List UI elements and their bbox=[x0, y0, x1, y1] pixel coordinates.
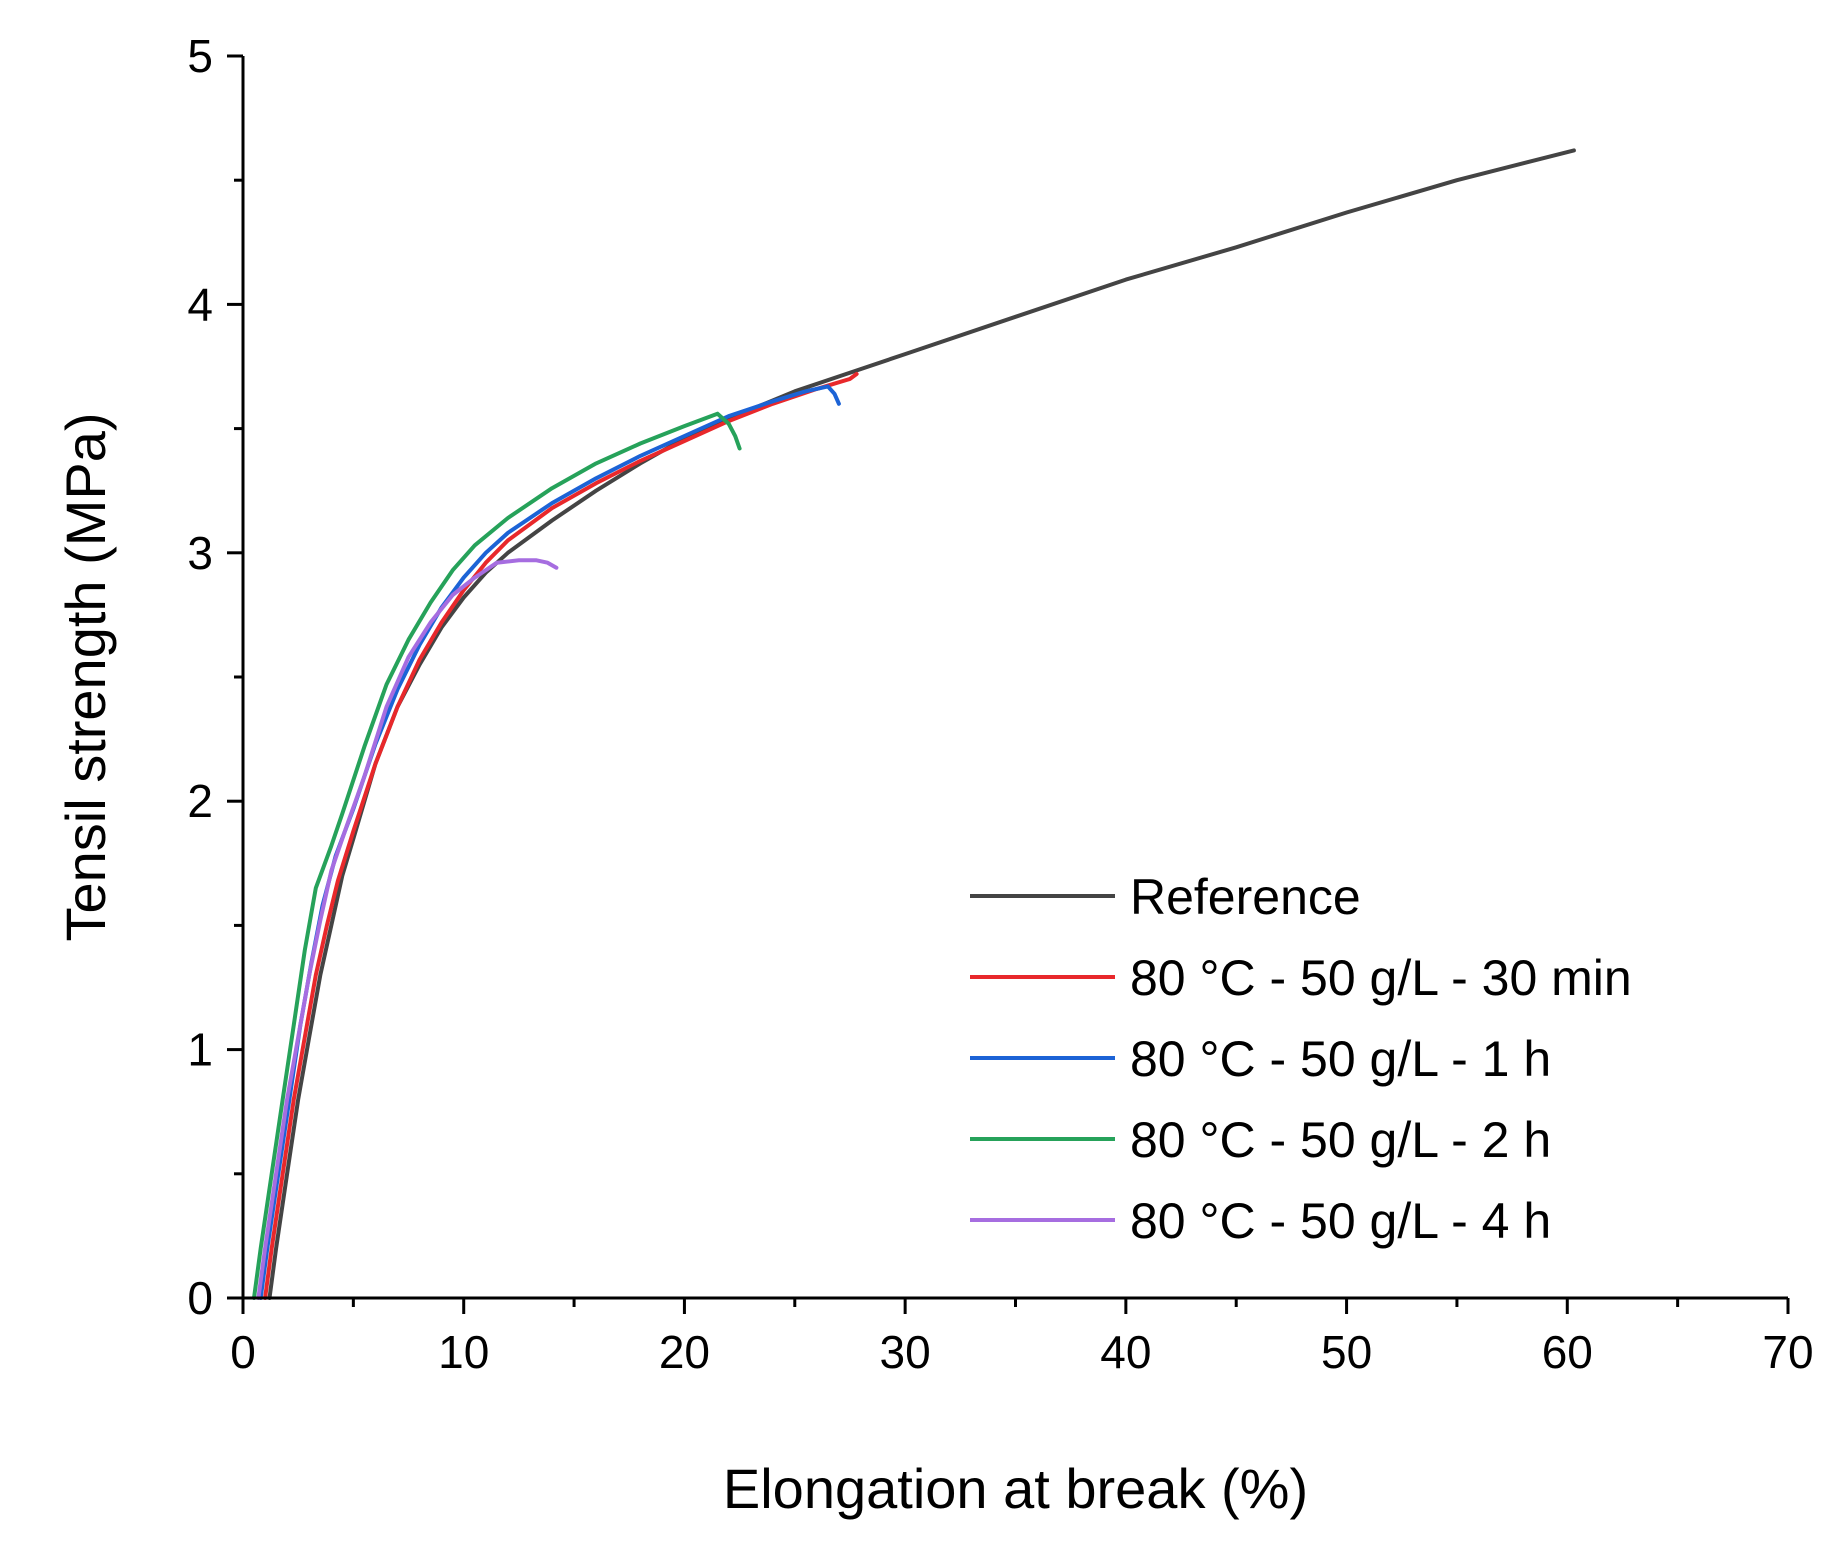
x-tick-label: 0 bbox=[230, 1326, 256, 1378]
x-tick-label: 10 bbox=[438, 1326, 489, 1378]
legend-label: 80 °C - 50 g/L - 30 min bbox=[1130, 950, 1632, 1006]
legend-label: Reference bbox=[1130, 869, 1361, 925]
x-tick-label: 60 bbox=[1542, 1326, 1593, 1378]
legend-item: 80 °C - 50 g/L - 30 min bbox=[970, 950, 1632, 1006]
ticks-group bbox=[227, 54, 1790, 1314]
y-tick-label: 4 bbox=[187, 278, 213, 330]
x-tick-label: 40 bbox=[1100, 1326, 1151, 1378]
tick-labels-group: 0 10 20 30 40 50 60 70 0 1 2 3 4 5 bbox=[187, 30, 1813, 1378]
series-line-4 bbox=[256, 558, 559, 1300]
x-tick-label: 70 bbox=[1762, 1326, 1813, 1378]
y-tick-label: 2 bbox=[187, 775, 213, 827]
legend-item: Reference bbox=[970, 869, 1361, 925]
y-axis-title: Tensil strength (MPa) bbox=[54, 412, 117, 941]
x-tick-label: 30 bbox=[880, 1326, 931, 1378]
legend-label: 80 °C - 50 g/L - 2 h bbox=[1130, 1112, 1551, 1168]
y-tick-label: 3 bbox=[187, 527, 213, 579]
legend: Reference 80 °C - 50 g/L - 30 min 80 °C - … bbox=[970, 869, 1632, 1249]
legend-label: 80 °C - 50 g/L - 1 h bbox=[1130, 1031, 1551, 1087]
axes-group bbox=[241, 56, 1788, 1300]
x-tick-label: 20 bbox=[659, 1326, 710, 1378]
x-axis-title: Elongation at break (%) bbox=[723, 1457, 1308, 1520]
y-tick-label: 5 bbox=[187, 30, 213, 82]
legend-label: 80 °C - 50 g/L - 4 h bbox=[1130, 1193, 1551, 1249]
legend-item: 80 °C - 50 g/L - 1 h bbox=[970, 1031, 1551, 1087]
legend-item: 80 °C - 50 g/L - 2 h bbox=[970, 1112, 1551, 1168]
y-tick-label: 0 bbox=[187, 1272, 213, 1324]
legend-item: 80 °C - 50 g/L - 4 h bbox=[970, 1193, 1551, 1249]
plot-series-group bbox=[252, 148, 1576, 1300]
x-tick-label: 50 bbox=[1321, 1326, 1372, 1378]
y-tick-label: 1 bbox=[187, 1024, 213, 1076]
series-line-3 bbox=[252, 411, 742, 1300]
